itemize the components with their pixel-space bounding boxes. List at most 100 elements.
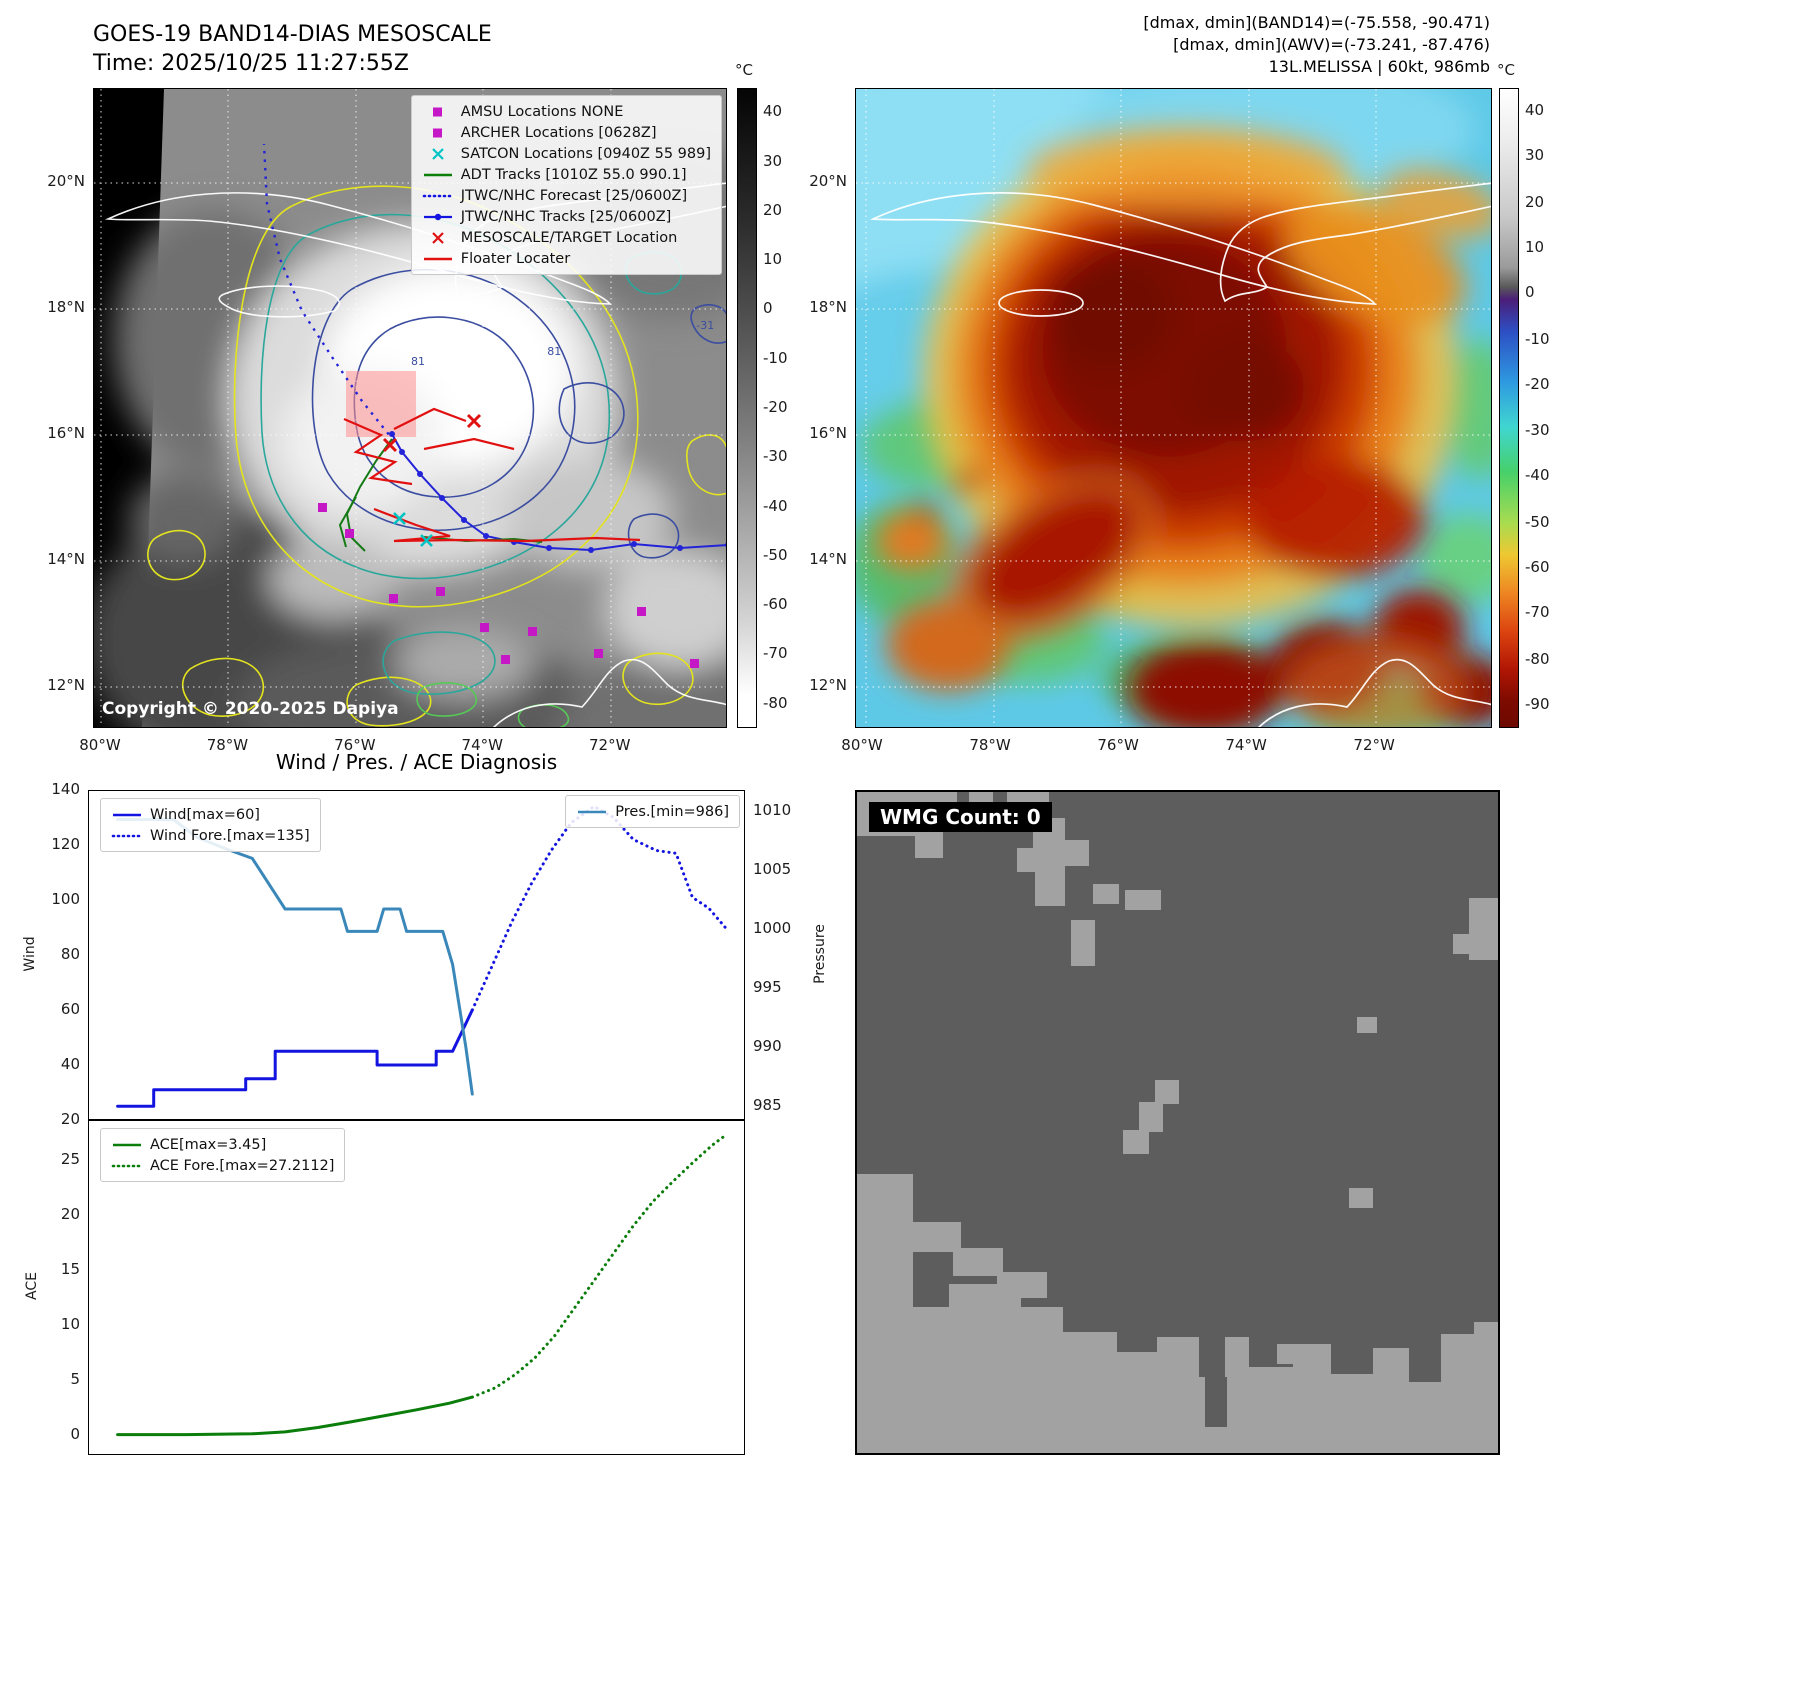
pressure-axis-label: Pressure: [812, 924, 828, 984]
legend-item-label: Floater Locater: [460, 250, 571, 267]
band14-lon-tick: 78°W: [206, 736, 249, 754]
band14-lat-tick: 14°N: [47, 550, 85, 569]
band14-lat-tick: 16°N: [47, 424, 85, 443]
storm-id-text: 13L.MELISSA | 60kt, 986mb: [1268, 57, 1490, 76]
awv-colorbar-gradient: [1500, 89, 1518, 727]
legend-item: ACE[max=3.45]: [111, 1134, 334, 1155]
contour-label: -31: [696, 319, 715, 333]
band14-title: GOES-19 BAND14-DIAS MESOSCALE Time: 2025…: [93, 20, 492, 78]
ace-legend: ACE[max=3.45] ACE Fore.[max=27.2112]: [100, 1128, 346, 1182]
legend-item-label: Wind[max=60]: [150, 806, 260, 823]
wind-pres-ytick-left: 40: [60, 1055, 80, 1073]
awv-colorbar-tick: -40: [1525, 466, 1550, 485]
awv-lat-tick: 14°N: [809, 550, 847, 569]
awv-colorbar: [1499, 88, 1519, 728]
wind-pres-ytick-right: 1005: [753, 860, 792, 879]
satcon-x-icon: [393, 512, 433, 547]
legend-item-label: MESOSCALE/TARGET Location: [460, 229, 678, 246]
band14-colorbar-tick: 10: [763, 250, 783, 269]
legend-item-label: ARCHER Locations [0628Z]: [460, 124, 657, 141]
legend-item: Floater Locater: [422, 248, 711, 269]
legend-item: Wind[max=60]: [111, 804, 310, 825]
band14-title-line1: GOES-19 BAND14-DIAS MESOSCALE: [93, 22, 492, 47]
awv-map-panel: [855, 88, 1492, 728]
floater-locater-lines: [343, 407, 641, 543]
wind-pres-ytick-left: 60: [60, 1000, 80, 1018]
band14-colorbar-tick: -70: [763, 644, 788, 663]
band14-lat-tick: 20°N: [47, 172, 85, 191]
awv-colorbar-tick: -30: [1525, 421, 1550, 440]
target-x-icon: [382, 413, 482, 453]
line-marker-icon: [422, 252, 454, 266]
band14-lon-tick: 72°W: [588, 736, 631, 754]
legend-item: Wind Fore.[max=135]: [111, 825, 310, 846]
band14-colorbar-tick: -60: [763, 595, 788, 614]
line-dot-marker-icon: [422, 210, 454, 224]
awv-lat-tick: 12°N: [809, 675, 847, 694]
x-marker-icon: [422, 231, 454, 245]
legend-item-label: AMSU Locations NONE: [460, 103, 624, 120]
band14-title-line2: Time: 2025/10/25 11:27:55Z: [93, 51, 409, 76]
storm-cloud-shield: [876, 127, 1491, 727]
band14-lat-tick: 12°N: [47, 675, 85, 694]
band14-colorbar-tick: 30: [763, 151, 783, 170]
legend-item: SATCON Locations [0940Z 55 989]: [422, 143, 711, 164]
wmg-mask-image: [857, 792, 1498, 1453]
jtwc-forecast-track-line: [262, 143, 395, 442]
dmax-band14-text: [dmax, dmin](BAND14)=(-75.558, -90.471): [1143, 13, 1490, 32]
ace-ytick-left: 0: [70, 1425, 80, 1444]
band14-map-panel: AMSU Locations NONE ARCHER Locations [062…: [93, 88, 727, 728]
awv-colorbar-tick: 40: [1525, 101, 1545, 120]
legend-item: ACE Fore.[max=27.2112]: [111, 1155, 334, 1176]
ace-ytick-left: 10: [60, 1314, 80, 1333]
legend-item-label: ADT Tracks [1010Z 55.0 990.1]: [460, 166, 687, 183]
ace-ytick-left: 5: [70, 1370, 80, 1389]
wind-pres-ytick-right: 990: [753, 1036, 782, 1055]
wind-pres-ytick-right: 995: [753, 978, 782, 996]
band14-lat-tick: 18°N: [47, 298, 85, 317]
solid-line-icon: [111, 1138, 143, 1152]
band14-colorbar-gradient: [738, 89, 756, 727]
awv-lon-tick: 72°W: [1353, 736, 1395, 754]
coastlines: [869, 182, 1491, 727]
awv-lat-tick: 16°N: [809, 424, 847, 443]
band14-colorbar-tick: -30: [763, 447, 788, 466]
awv-lon-tick: 74°W: [1225, 736, 1267, 754]
square-marker-icon: [422, 126, 454, 140]
wind-pres-ytick-right: 1000: [753, 919, 792, 938]
legend-item: ARCHER Locations [0628Z]: [422, 122, 711, 143]
legend-item: MESOSCALE/TARGET Location: [422, 227, 711, 248]
solid-line-icon: [111, 808, 143, 822]
dotted-marker-icon: [422, 189, 454, 203]
wind-pres-ytick-left: 100: [51, 890, 80, 908]
legend-item-label: JTWC/NHC Forecast [25/0600Z]: [460, 187, 688, 204]
dotted-line-icon: [111, 1159, 143, 1173]
wind-pres-ytick-left: 140: [51, 780, 80, 798]
band14-map-legend: AMSU Locations NONE ARCHER Locations [062…: [410, 95, 722, 275]
legend-item-label: JTWC/NHC Tracks [25/0600Z]: [460, 208, 672, 225]
awv-colorbar-tick: 0: [1525, 283, 1535, 302]
awv-colorbar-tick: 30: [1525, 146, 1545, 165]
awv-colorbar-tick: -70: [1525, 603, 1550, 622]
band14-colorbar-unit: °C: [735, 61, 753, 79]
legend-item-label: ACE[max=3.45]: [150, 1136, 267, 1153]
band14-lon-tick: 76°W: [334, 736, 376, 754]
band14-colorbar-tick: -20: [763, 398, 788, 416]
band14-colorbar-tick: -80: [763, 693, 788, 712]
wmg-panel: WMG Count: 0: [855, 790, 1500, 1455]
awv-colorbar-tick: -80: [1525, 649, 1550, 668]
awv-colorbar-tick: -10: [1525, 329, 1550, 348]
x-marker-icon: [422, 147, 454, 161]
line-marker-icon: [422, 168, 454, 182]
legend-item: AMSU Locations NONE: [422, 101, 711, 122]
dmax-awv-text: [dmax, dmin](AWV)=(-73.241, -87.476): [1173, 35, 1490, 54]
awv-colorbar-tick: -60: [1525, 558, 1550, 576]
awv-lon-tick: 76°W: [1097, 736, 1139, 754]
wind-pres-ytick-right: 1010: [753, 801, 792, 820]
legend-item-label: Wind Fore.[max=135]: [150, 827, 310, 844]
ace-ytick-left: 15: [60, 1259, 80, 1278]
wmg-count-badge: WMG Count: 0: [869, 802, 1052, 832]
wind-pres-legend: Wind[max=60] Wind Fore.[max=135]: [100, 798, 321, 852]
legend-item-label: ACE Fore.[max=27.2112]: [150, 1157, 335, 1174]
